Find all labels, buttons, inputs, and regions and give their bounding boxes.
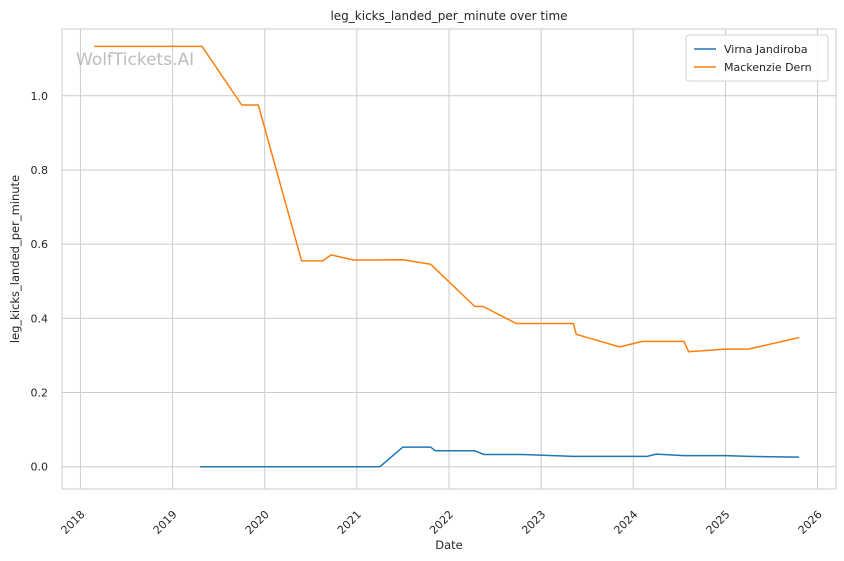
chart-title: leg_kicks_landed_per_minute over time bbox=[330, 9, 567, 23]
grid-lines bbox=[62, 29, 836, 489]
y-tick-label: 1.0 bbox=[31, 90, 49, 103]
y-tick-label: 0.0 bbox=[31, 461, 49, 474]
x-axis-title: Date bbox=[435, 538, 463, 552]
legend-label-2: Mackenzie Dern bbox=[724, 61, 812, 74]
y-axis-ticks: 0.0 0.2 0.4 0.6 0.8 1.0 bbox=[31, 90, 49, 474]
plot-frame bbox=[61, 28, 837, 490]
series-line-2 bbox=[94, 45, 800, 353]
series-line-1 bbox=[200, 446, 800, 468]
y-tick-label: 0.8 bbox=[31, 164, 49, 177]
y-tick-label: 0.6 bbox=[31, 238, 49, 251]
watermark-text: WolfTickets.AI bbox=[76, 50, 194, 70]
y-tick-label: 0.4 bbox=[31, 312, 49, 325]
legend-box bbox=[685, 34, 829, 82]
legend: Virna Jandiroba Mackenzie Dern bbox=[685, 34, 829, 82]
y-axis-title: leg_kicks_landed_per_minute bbox=[8, 175, 22, 343]
legend-label-1: Virna Jandiroba bbox=[724, 43, 808, 56]
series-layer bbox=[94, 45, 800, 468]
y-tick-label: 0.2 bbox=[31, 387, 49, 400]
